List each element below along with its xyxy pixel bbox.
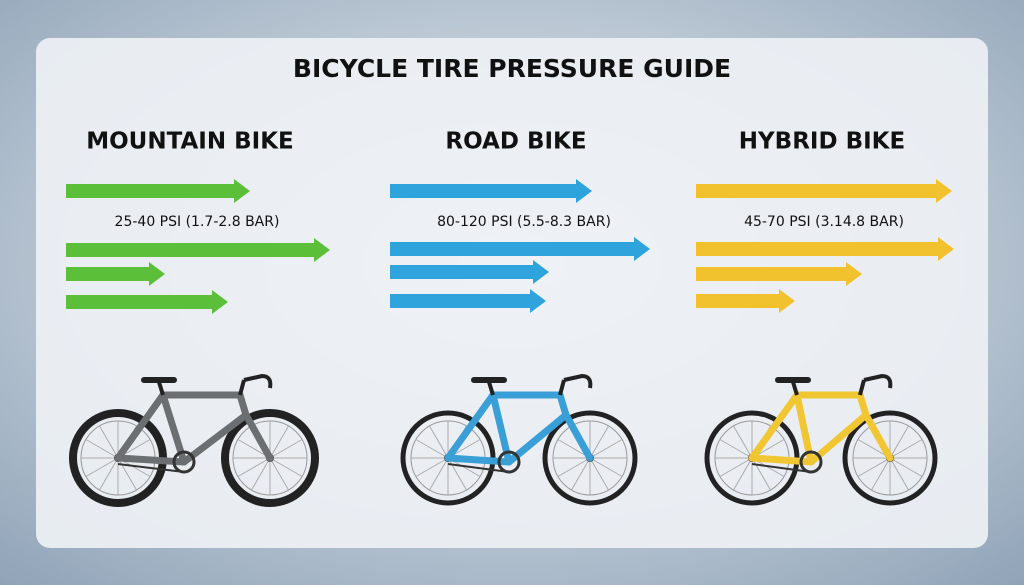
bike-type: ROAD BIKE (445, 129, 586, 155)
spoke (589, 457, 623, 477)
spoke (99, 425, 119, 459)
spoke (269, 439, 303, 459)
bicycle (400, 373, 638, 506)
arrow (66, 238, 330, 262)
chain (751, 463, 812, 473)
handlebar (863, 373, 893, 389)
bicycle (69, 373, 319, 507)
spoke (429, 425, 449, 459)
frame-tube (862, 411, 894, 462)
pressure-range: 25-40 PSI (1.7-2.8 BAR) (115, 214, 280, 230)
bicycle (704, 373, 938, 506)
arrow (390, 237, 650, 261)
spoke (733, 457, 753, 491)
chain (117, 463, 185, 473)
arrow (390, 260, 549, 284)
saddle (141, 377, 177, 383)
spoke (589, 439, 623, 459)
spoke (719, 439, 753, 459)
arrow (390, 289, 546, 313)
arrow (696, 289, 795, 313)
arrow (66, 262, 165, 286)
spoke (85, 457, 119, 477)
spoke (557, 457, 591, 477)
seat-post (791, 381, 799, 396)
column: HYBRID BIKE 45-70 PSI (3.14.8 BAR) (696, 129, 954, 506)
wheel (221, 409, 319, 507)
frame-tube (562, 411, 594, 462)
frame-tube (748, 391, 801, 462)
spoke (85, 439, 119, 459)
frame-tube (807, 411, 870, 466)
spoke (99, 457, 119, 491)
frame-tube (114, 391, 167, 462)
spoke (889, 457, 923, 477)
frame-tube (159, 391, 188, 466)
handlebar (563, 373, 593, 389)
spoke (237, 457, 271, 477)
spoke (117, 457, 137, 491)
arrow (390, 179, 592, 203)
column: ROAD BIKE 80-120 PSI (5.5-8.3 BAR) (390, 129, 650, 506)
spoke (415, 457, 449, 477)
arrow (66, 179, 250, 203)
spoke (751, 457, 771, 491)
frame-tube (444, 391, 497, 462)
arrow (696, 237, 954, 261)
spoke (589, 425, 609, 459)
bike-type: MOUNTAIN BIKE (86, 129, 294, 155)
spoke (871, 457, 891, 491)
spoke (251, 457, 271, 491)
handlebar (243, 373, 273, 389)
frame-tube (242, 411, 274, 462)
columns: MOUNTAIN BIKE 25-40 PSI (1.7-2.8 BAR) ROAD… (66, 129, 954, 507)
spoke (269, 457, 289, 491)
pressure-range: 80-120 PSI (5.5-8.3 BAR) (437, 214, 611, 230)
spoke (447, 457, 467, 491)
frame-tube (505, 411, 570, 466)
panel (36, 38, 988, 548)
spoke (415, 439, 449, 459)
saddle (775, 377, 811, 383)
spoke (269, 457, 303, 477)
spoke (733, 425, 753, 459)
spoke (571, 457, 591, 491)
wheel (542, 410, 638, 506)
chain (447, 463, 510, 473)
spoke (269, 425, 289, 459)
column: MOUNTAIN BIKE 25-40 PSI (1.7-2.8 BAR) (66, 129, 330, 507)
frame-tube (180, 411, 250, 466)
arrow (66, 290, 228, 314)
arrow (696, 262, 862, 286)
spoke (857, 457, 891, 477)
spoke (889, 425, 909, 459)
spoke (719, 457, 753, 477)
spoke (429, 457, 449, 491)
seat-post (487, 381, 495, 396)
page-title: BICYCLE TIRE PRESSURE GUIDE (293, 54, 731, 83)
spoke (889, 457, 909, 491)
wheel (842, 410, 938, 506)
spoke (889, 439, 923, 459)
spoke (589, 457, 609, 491)
seat-post (157, 381, 165, 396)
bike-type: HYBRID BIKE (739, 129, 905, 155)
stem (238, 379, 246, 396)
stem (858, 379, 866, 396)
stem (558, 379, 566, 396)
arrow (696, 179, 952, 203)
pressure-range: 45-70 PSI (3.14.8 BAR) (744, 214, 904, 230)
saddle (471, 377, 507, 383)
